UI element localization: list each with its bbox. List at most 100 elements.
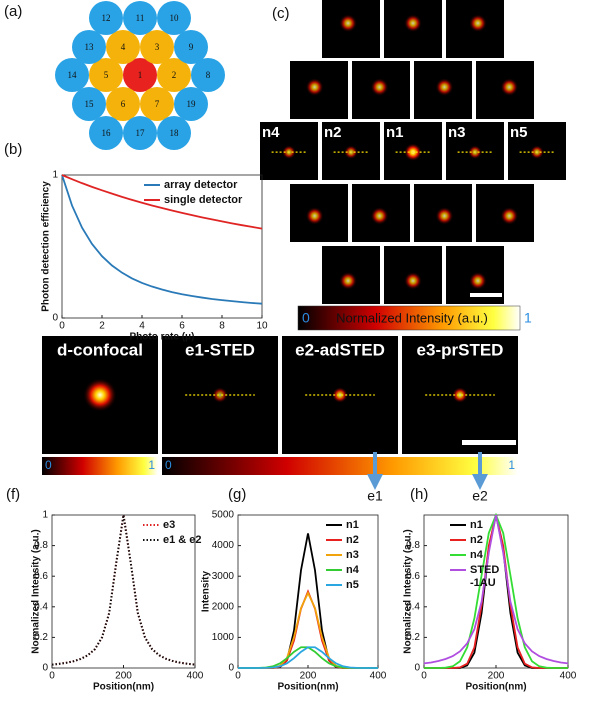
line-series bbox=[424, 515, 568, 668]
psf-spot bbox=[435, 78, 453, 96]
psf-spot bbox=[306, 207, 324, 225]
x-tick-label: 0 bbox=[59, 321, 65, 332]
line-series bbox=[238, 647, 378, 668]
colorbar-max: 1 bbox=[524, 310, 532, 326]
x-tick-label: 2 bbox=[99, 321, 105, 332]
image-label: n2 bbox=[324, 124, 342, 141]
detector-label: 8 bbox=[206, 70, 211, 80]
x-tick-label: 0 bbox=[49, 671, 55, 682]
x-tick-label: 200 bbox=[488, 671, 505, 682]
detector-label: 6 bbox=[121, 99, 126, 109]
image-label: d-confocal bbox=[57, 340, 143, 359]
y-tick-label: 2000 bbox=[212, 601, 235, 612]
y-axis-label: Normalized Intensity (a.u.) bbox=[31, 529, 42, 653]
x-tick-label: 0 bbox=[235, 671, 241, 682]
scale-bar bbox=[462, 440, 516, 445]
detector-label: 17 bbox=[136, 128, 146, 138]
detector-label: 12 bbox=[102, 13, 111, 23]
legend-label: n2 bbox=[470, 534, 483, 546]
line-series bbox=[238, 647, 378, 668]
image-label: n1 bbox=[386, 124, 404, 141]
line-series bbox=[424, 515, 568, 668]
panel-label: (c) bbox=[272, 5, 290, 22]
y-axis-label: Normalized Intensity (a.u.) bbox=[403, 529, 414, 653]
psf-spot bbox=[469, 272, 487, 290]
detector-label: 13 bbox=[85, 42, 95, 52]
x-axis-label: Position(nm) bbox=[277, 682, 338, 693]
detector-label: 10 bbox=[170, 13, 180, 23]
x-axis-label: Position(nm) bbox=[465, 682, 526, 693]
detector-label: 18 bbox=[170, 128, 180, 138]
panel-label: (h) bbox=[410, 486, 428, 503]
psf-spot bbox=[435, 207, 453, 225]
detector-label: 5 bbox=[104, 70, 109, 80]
colorbar-max: 1 bbox=[508, 458, 515, 472]
legend-label: array detector bbox=[164, 179, 238, 191]
image-label: e3-prSTED bbox=[417, 340, 504, 359]
colorbar-min: 0 bbox=[45, 458, 52, 472]
plot-area bbox=[424, 515, 568, 668]
panel-label: (a) bbox=[4, 3, 22, 20]
colorbar-title: Normalized Intensity (a.u.) bbox=[336, 310, 488, 325]
y-tick-label: 0 bbox=[228, 663, 234, 674]
detector-label: 4 bbox=[121, 42, 126, 52]
psf-spot bbox=[404, 272, 422, 290]
x-tick-label: 0 bbox=[421, 671, 427, 682]
y-tick-label: 1 bbox=[42, 510, 48, 521]
legend-label: e1 & e2 bbox=[163, 534, 202, 546]
colorbar-min: 0 bbox=[302, 310, 310, 326]
figure: (a) (b) (c) (f) (g) (h) 1234567891011121… bbox=[0, 0, 589, 708]
psf-spot bbox=[306, 78, 324, 96]
image-label: n5 bbox=[510, 124, 528, 141]
image-label: n3 bbox=[448, 124, 466, 141]
panel-label: (f) bbox=[6, 486, 20, 503]
detector-label: 9 bbox=[189, 42, 194, 52]
legend-label: n1 bbox=[470, 519, 483, 531]
legend-label: n1 bbox=[346, 519, 359, 531]
y-tick-label: 4000 bbox=[212, 540, 235, 551]
detector-label: 16 bbox=[102, 128, 112, 138]
legend-label: n5 bbox=[346, 579, 359, 591]
x-tick-label: 200 bbox=[115, 671, 132, 682]
legend-label: single detector bbox=[164, 194, 243, 206]
legend-label: n4 bbox=[346, 564, 360, 576]
panel-label: (b) bbox=[4, 141, 22, 158]
x-tick-label: 4 bbox=[139, 321, 145, 332]
line-series bbox=[238, 592, 378, 669]
legend-label: STED-1AU bbox=[470, 564, 499, 589]
y-tick-label: 5000 bbox=[212, 510, 235, 521]
psf-spot bbox=[83, 378, 117, 412]
detector-label: 11 bbox=[136, 13, 145, 23]
image-label: e1-STED bbox=[185, 340, 255, 359]
x-tick-label: 400 bbox=[187, 671, 204, 682]
detector-label: 2 bbox=[172, 70, 177, 80]
detector-label: 7 bbox=[155, 99, 160, 109]
legend-label: e3 bbox=[163, 519, 175, 531]
x-axis-label: Position(nm) bbox=[93, 682, 154, 693]
psf-spot bbox=[371, 207, 389, 225]
legend-label: n4 bbox=[470, 549, 484, 561]
line-series bbox=[238, 593, 378, 668]
legend-label: n3 bbox=[346, 549, 359, 561]
psf-spot bbox=[371, 78, 389, 96]
detector-label: 14 bbox=[68, 70, 78, 80]
y-tick-label: 0 bbox=[414, 663, 420, 674]
line-series bbox=[424, 515, 568, 663]
detector-label: 19 bbox=[187, 99, 197, 109]
detector-label: 3 bbox=[155, 42, 160, 52]
x-axis-label: Photo rate (μ) bbox=[129, 332, 194, 343]
detector-label: 15 bbox=[85, 99, 95, 109]
y-axis-label: Intensity bbox=[201, 571, 212, 613]
x-tick-label: 6 bbox=[179, 321, 185, 332]
colorbar bbox=[42, 457, 158, 475]
y-axis-label: Photon detection efficiency bbox=[41, 181, 52, 312]
psf-spot bbox=[339, 272, 357, 290]
panel-label: (g) bbox=[228, 486, 246, 503]
legend-label: n2 bbox=[346, 534, 359, 546]
y-tick-label: 0 bbox=[42, 663, 48, 674]
y-tick-label: 0 bbox=[52, 313, 58, 324]
image-label: e2-adSTED bbox=[295, 340, 385, 359]
detector-label: 1 bbox=[138, 70, 143, 80]
scale-bar bbox=[470, 293, 502, 297]
psf-spot bbox=[500, 78, 518, 96]
